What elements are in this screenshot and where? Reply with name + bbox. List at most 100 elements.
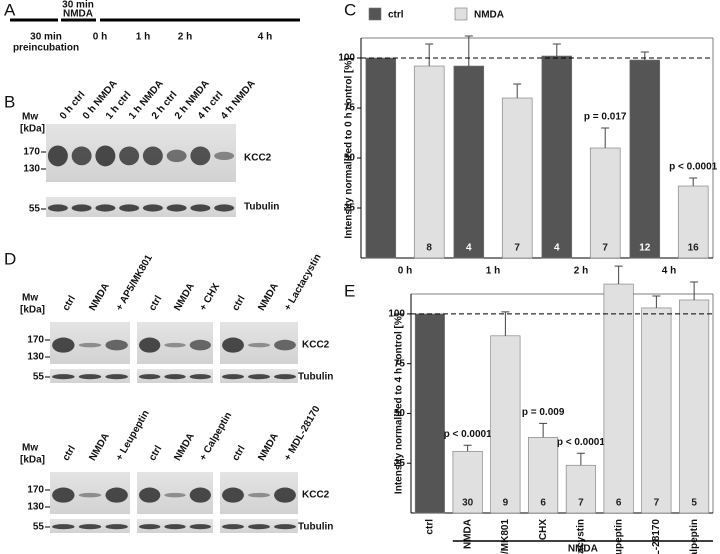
group-label: NMDA	[568, 544, 598, 554]
lane-label: + Calpeptin	[198, 410, 235, 462]
band-label: KCC2	[244, 153, 272, 164]
blot-band	[166, 149, 187, 163]
blot-band	[222, 337, 244, 353]
mw-marker: 170	[23, 147, 40, 158]
panel-label: E	[344, 281, 355, 300]
blot-band	[248, 524, 270, 530]
n-label: 7	[654, 498, 660, 509]
bar	[490, 335, 521, 514]
y-tick-label: 100	[388, 309, 405, 320]
timeline-label: NMDA	[63, 9, 93, 20]
bar	[565, 464, 596, 514]
error-bar	[464, 35, 473, 66]
x-tick-label: NMDA	[462, 519, 473, 549]
band-label: KCC2	[302, 340, 330, 351]
n-label: 16	[688, 243, 700, 254]
blot-band	[71, 146, 92, 166]
blot-band	[78, 524, 102, 530]
band-label: Tubulin	[298, 372, 333, 383]
bar	[453, 65, 485, 259]
blot-band	[214, 151, 235, 161]
bar	[413, 65, 445, 259]
blot-band	[78, 374, 102, 380]
blot-band	[164, 342, 186, 348]
y-tick-label: 75	[344, 103, 356, 114]
blot-band	[119, 146, 140, 166]
blot-band	[52, 487, 75, 503]
blot-band	[274, 524, 296, 530]
mw-marker: 170	[27, 335, 44, 346]
y-tick-label: 25	[394, 458, 406, 469]
bar	[452, 450, 483, 514]
blot-band	[248, 492, 270, 498]
lane-label: ctrl	[61, 294, 78, 313]
bar	[603, 283, 634, 514]
blot-band	[52, 337, 75, 353]
blot-band	[139, 337, 161, 353]
blot-band	[47, 204, 68, 212]
blot-band	[105, 524, 128, 530]
blot-band	[105, 487, 128, 503]
legend-swatch	[454, 7, 468, 21]
mw-label: Mw	[22, 293, 38, 304]
blot-band	[189, 374, 211, 380]
x-tick-label: 0 h	[398, 266, 412, 277]
blot-band	[164, 374, 186, 380]
blot-band	[222, 487, 244, 503]
lane-label: ctrl	[147, 444, 164, 463]
mw-marker: 55	[29, 204, 41, 215]
y-axis-label: Intensity normalized to 0 h control [%]	[344, 57, 355, 238]
blot-band	[274, 339, 296, 351]
p-value-label: p = 0.017	[584, 112, 627, 123]
p-value-label: p < 0.0001	[444, 429, 493, 440]
error-bar	[652, 295, 661, 308]
bar	[629, 59, 661, 259]
blot-band	[78, 342, 102, 348]
blot-band	[189, 524, 211, 530]
panel-label: C	[344, 0, 356, 19]
timeline-tick: 4 h	[258, 32, 272, 43]
blot-band	[71, 204, 92, 212]
blot-band	[139, 487, 161, 503]
n-label: 7	[602, 243, 608, 254]
p-value-label: p < 0.0001	[669, 162, 718, 173]
x-tick-label: Calpeptin	[689, 519, 700, 554]
blot-band	[119, 204, 140, 212]
blot-band	[95, 204, 116, 212]
y-tick-label: 25	[344, 203, 356, 214]
band-label: Tubulin	[244, 202, 279, 213]
lane-label: 4 h NMDA	[219, 78, 258, 121]
y-tick-label: 50	[344, 153, 356, 164]
error-bar	[614, 265, 623, 285]
timeline-tick: 1 h	[136, 32, 150, 43]
blot-band	[222, 374, 244, 380]
lane-label: ctrl	[147, 294, 164, 313]
error-bar	[425, 43, 434, 66]
blot-band	[95, 145, 116, 167]
mw-marker: 130	[23, 164, 40, 175]
x-tick-label: 2 h	[574, 266, 588, 277]
y-tick-label: 50	[394, 408, 406, 419]
n-label: 7	[578, 498, 584, 509]
mw-marker: 130	[27, 502, 44, 513]
mw-label: Mw	[22, 112, 38, 123]
band-label: KCC2	[302, 490, 330, 501]
blot	[46, 197, 236, 217]
timeline-tick: 0 h	[93, 32, 107, 43]
lane-label: NMDA	[256, 431, 281, 462]
bar	[677, 185, 709, 259]
lane-label: + MDL-28170	[282, 404, 322, 463]
panel-label: D	[4, 249, 16, 268]
blot-band	[189, 339, 211, 351]
p-value-label: p < 0.0001	[557, 437, 606, 448]
timeline-label: preincubation	[13, 43, 79, 54]
error-bar	[576, 452, 585, 466]
blot-band	[52, 374, 75, 380]
blot-band	[274, 487, 296, 503]
mw-label: [kDa]	[20, 124, 45, 135]
x-tick-label: AP5/MK801	[500, 519, 511, 554]
n-label: 7	[514, 243, 520, 254]
mw-marker: 170	[27, 485, 44, 496]
n-label: 8	[426, 243, 432, 254]
